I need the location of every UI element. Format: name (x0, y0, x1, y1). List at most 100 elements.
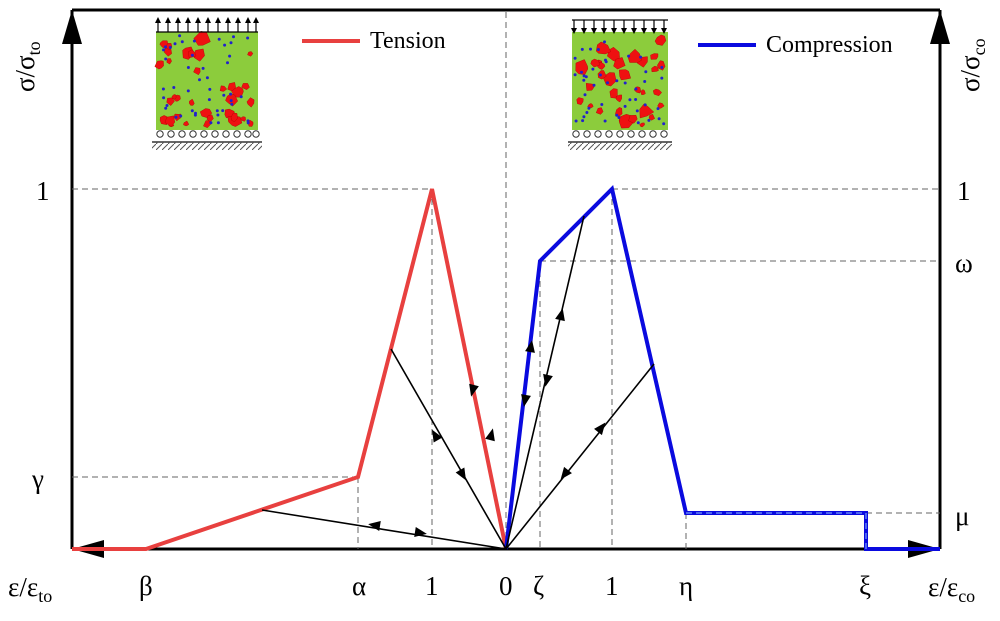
pore-dot (587, 106, 591, 110)
tension-load-arrows (155, 17, 259, 33)
aggregate-particle (183, 120, 190, 127)
pore-dot (615, 79, 619, 83)
pore-dot (623, 81, 627, 85)
pore-dot (596, 48, 600, 51)
pore-dot (230, 102, 234, 106)
y-axis-right-subscript: co (969, 38, 989, 56)
arrow-tension-up (432, 429, 443, 443)
aggregate-particle (639, 103, 655, 119)
arrow-tension-curve-down (469, 383, 479, 397)
arrow-tension-curve-up (485, 428, 495, 442)
tension-unload-line-upper (390, 348, 507, 550)
aggregate-particle (193, 67, 201, 76)
pore-dot (229, 92, 233, 96)
pore-dot (660, 76, 664, 80)
pore-dot (217, 37, 221, 41)
arrow-compression-line-up (555, 308, 565, 322)
pore-dot (634, 87, 638, 91)
aggregate-particle (657, 102, 665, 109)
pore-dot (639, 55, 643, 59)
pore-dot (201, 66, 205, 70)
pore-dot (226, 61, 229, 65)
arrow-tension-low-left (368, 521, 381, 531)
pore-dot (592, 83, 596, 87)
aggregate-particle (246, 97, 255, 108)
pore-dot (186, 66, 190, 69)
pore-dot (198, 78, 201, 82)
pore-dot (585, 111, 589, 114)
x-axis-left-subscript: to (38, 586, 53, 606)
y-axis-left-subscript: to (24, 41, 44, 56)
pore-dot (174, 115, 178, 119)
pore-dot (223, 43, 227, 47)
pore-dot (161, 87, 165, 91)
pore-dot (209, 121, 213, 125)
pore-dot (657, 117, 661, 121)
tick-beta: β (139, 571, 153, 601)
pore-dot (628, 98, 632, 102)
pore-dot (589, 47, 592, 51)
aggregate-particle (595, 41, 611, 55)
aggregate-particle (652, 88, 662, 97)
tension-curve (72, 188, 508, 551)
pore-dot (643, 80, 647, 83)
aggregate-particle (590, 58, 600, 68)
arrow-compression-low-down (560, 466, 572, 480)
aggregate-particle (241, 83, 250, 90)
pore-dot (221, 109, 225, 113)
pore-dot (186, 89, 190, 93)
pore-dot (208, 87, 212, 91)
legend-tension-label: Tension (370, 28, 446, 54)
aggregate-particle (247, 51, 254, 57)
pore-dot (574, 119, 578, 123)
pore-dot (580, 70, 583, 74)
tick-right-mu: μ (955, 501, 970, 531)
pore-dot (192, 39, 196, 43)
pore-dot (178, 34, 182, 38)
pore-dot (239, 95, 243, 99)
aggregate-particle (618, 69, 631, 81)
pore-dot (246, 36, 250, 40)
tick-alpha: α (352, 571, 367, 601)
pore-dot (164, 106, 168, 110)
pore-dot (232, 35, 235, 39)
pore-dot (216, 121, 220, 125)
x-axis-right-title: ε/εco (928, 574, 975, 606)
pore-dot (580, 47, 584, 51)
pore-dot (644, 70, 648, 74)
aggregate-particle (164, 115, 176, 127)
y-axis-left-symbol: σ/σ (10, 55, 40, 92)
aggregate-particle (615, 94, 622, 103)
pore-dot (573, 56, 577, 60)
aggregate-particle (651, 65, 659, 73)
pore-dot (190, 53, 194, 57)
pore-dot (647, 118, 651, 122)
arrow-compression-curve-down (521, 394, 531, 407)
aggregate-particle (166, 58, 172, 65)
aggregate-particle (171, 94, 177, 100)
tick-right-one: 1 (957, 176, 971, 206)
direction-arrows (368, 308, 606, 537)
aggregate-particle (585, 83, 595, 91)
pore-dot (615, 113, 619, 117)
aggregate-particle (654, 34, 667, 46)
aggregate-particle (597, 70, 607, 80)
unloading-paths (261, 215, 655, 550)
legend-compression-label: Compression (766, 32, 893, 58)
pore-dot (246, 119, 250, 123)
arrow-tension-low-right (414, 527, 427, 537)
pore-dot (660, 65, 664, 69)
pore-dot (168, 46, 172, 49)
pore-dot (603, 40, 606, 44)
x-axis-left-symbol: ε/ε (8, 572, 39, 602)
pore-dot (180, 40, 184, 44)
tick-eta: η (679, 571, 694, 601)
aggregate-particle (628, 115, 638, 124)
aggregate-particle (640, 89, 646, 96)
compression-specimen-icon (568, 19, 672, 150)
tick-right-omega: ω (955, 248, 973, 278)
pore-dot (634, 98, 638, 101)
tick-zeta: ζ (533, 571, 545, 601)
